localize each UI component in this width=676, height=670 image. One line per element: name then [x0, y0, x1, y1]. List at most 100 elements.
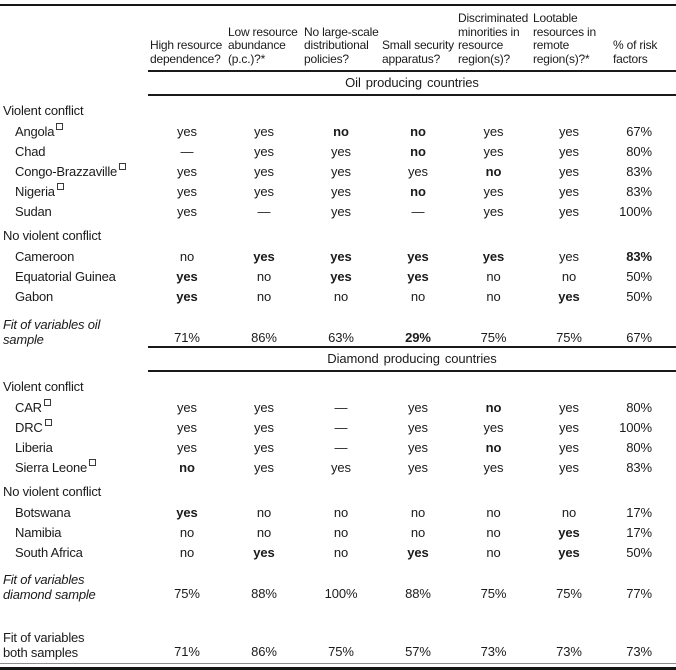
- band-lead-cell: [0, 347, 148, 371]
- value-cell: yes: [177, 203, 197, 219]
- value-cell: no: [485, 163, 502, 179]
- value-cell: 80%: [626, 439, 652, 455]
- country-name: South Africa: [15, 544, 83, 560]
- value-cell: 75%: [328, 644, 354, 660]
- group-label-no-violent-conflict: No violent conflict: [3, 227, 102, 243]
- fit-row-oil-producing-countries: Fit of variables oil sample 71% 86% 63% 29% 7…: [0, 306, 676, 347]
- value-cell: yes: [176, 504, 198, 520]
- value-cell: 67%: [626, 330, 652, 346]
- value-cell: no: [561, 268, 577, 284]
- value-cell: 83%: [626, 163, 652, 179]
- footnote-marker-icon: [56, 122, 64, 130]
- value-cell: yes: [407, 248, 429, 264]
- value-cell: yes: [254, 419, 274, 435]
- value-cell: no: [179, 544, 195, 560]
- row-namibia: Namibia no no no no no yes 17%: [0, 522, 676, 542]
- section-band-row: Oil producing countries: [0, 71, 676, 97]
- value-cell: —: [334, 399, 348, 415]
- row-sudan: Sudan yes — yes — yes yes 100%: [0, 201, 676, 221]
- value-cell: 86%: [251, 644, 277, 660]
- value-cell: yes: [407, 544, 429, 560]
- value-cell: yes: [331, 183, 351, 199]
- value-cell: yes: [559, 459, 579, 475]
- value-cell: no: [333, 288, 349, 304]
- value-cell: yes: [559, 183, 579, 199]
- section-band-label-oil-producing-countries: Oil producing countries: [148, 71, 676, 97]
- country-name: Gabon: [15, 288, 54, 304]
- fit-row-both-samples: Fit of variables both samples 71% 86% 75% 57…: [0, 602, 676, 660]
- value-cell: no: [410, 288, 426, 304]
- value-cell: yes: [559, 439, 579, 455]
- row-car: CAR yes yes — yes no yes 80%: [0, 397, 676, 417]
- value-cell: yes: [408, 439, 428, 455]
- value-cell: yes: [483, 143, 504, 159]
- value-cell: 83%: [626, 183, 652, 199]
- value-cell: —: [334, 439, 348, 455]
- value-cell: yes: [559, 248, 579, 264]
- value-cell: 77%: [626, 586, 652, 602]
- value-cell: yes: [558, 524, 580, 540]
- value-cell: no: [486, 268, 501, 284]
- value-cell: yes: [177, 123, 197, 139]
- value-cell: no: [333, 123, 349, 139]
- value-cell: yes: [407, 268, 429, 284]
- value-cell: no: [410, 183, 426, 199]
- value-cell: yes: [408, 163, 428, 179]
- value-cell: —: [411, 203, 425, 219]
- value-cell: yes: [253, 248, 275, 264]
- country-name: Sierra Leone: [0, 457, 148, 477]
- value-cell: no: [333, 524, 349, 540]
- column-header-small-security-apparatus: Small security apparatus?: [380, 6, 456, 73]
- country-name: Botswana: [15, 504, 71, 520]
- value-cell: no: [485, 399, 502, 415]
- value-cell: 50%: [626, 544, 652, 560]
- row-angola: Angola yes yes no no yes yes 67%: [0, 121, 676, 141]
- value-cell: yes: [330, 268, 352, 284]
- group-header-row: Violent conflict: [0, 371, 676, 397]
- value-cell: yes: [558, 544, 580, 560]
- value-cell: 73%: [556, 644, 582, 660]
- country-name: Namibia: [15, 524, 62, 540]
- value-cell: no: [486, 288, 501, 304]
- value-cell: 88%: [405, 586, 431, 602]
- value-cell: yes: [253, 544, 275, 560]
- value-cell: yes: [408, 459, 428, 475]
- row-cameroon: Cameroon no yes yes yes yes yes 83%: [0, 246, 676, 266]
- value-cell: no: [179, 248, 195, 264]
- country-name: Angola: [0, 121, 148, 141]
- value-cell: yes: [483, 419, 504, 435]
- value-cell: —: [257, 203, 271, 219]
- value-cell: yes: [254, 439, 274, 455]
- value-cell: 57%: [405, 644, 431, 660]
- value-cell: no: [256, 288, 272, 304]
- value-cell: 71%: [174, 330, 200, 346]
- group-label-no-violent-conflict: No violent conflict: [3, 483, 102, 499]
- value-cell: no: [333, 504, 349, 520]
- country-name: Liberia: [15, 439, 53, 455]
- value-cell: no: [410, 524, 426, 540]
- country-name: CAR: [0, 397, 148, 417]
- value-cell: yes: [254, 163, 274, 179]
- value-cell: yes: [483, 123, 504, 139]
- value-cell: 63%: [328, 330, 354, 346]
- value-cell: no: [410, 143, 426, 159]
- footnote-marker-icon: [119, 162, 127, 170]
- fit-label: Fit of variables oil sample: [3, 317, 101, 348]
- country-name: Equatorial Guinea: [15, 268, 116, 284]
- band-lead-cell: [0, 71, 148, 95]
- section-band-row: Diamond producing countries: [0, 346, 676, 373]
- value-cell: yes: [559, 123, 579, 139]
- value-cell: no: [485, 439, 502, 455]
- value-cell: 86%: [251, 330, 277, 346]
- value-cell: 50%: [626, 288, 652, 304]
- fit-row-diamond-producing-countries: Fit of variables diamond sample 75% 88% 100…: [0, 562, 676, 602]
- value-cell: yes: [254, 123, 274, 139]
- value-cell: yes: [559, 399, 579, 415]
- value-cell: yes: [558, 288, 580, 304]
- corner-cell: [0, 6, 148, 71]
- column-header-discriminated-minorities: Discriminated minorities in resource reg…: [456, 6, 531, 73]
- row-sierra-leone: Sierra Leone no yes yes yes yes yes 83%: [0, 457, 676, 477]
- table-bottom-rule: [0, 663, 676, 670]
- row-chad: Chad — yes yes no yes yes 80%: [0, 141, 676, 161]
- value-cell: yes: [559, 419, 579, 435]
